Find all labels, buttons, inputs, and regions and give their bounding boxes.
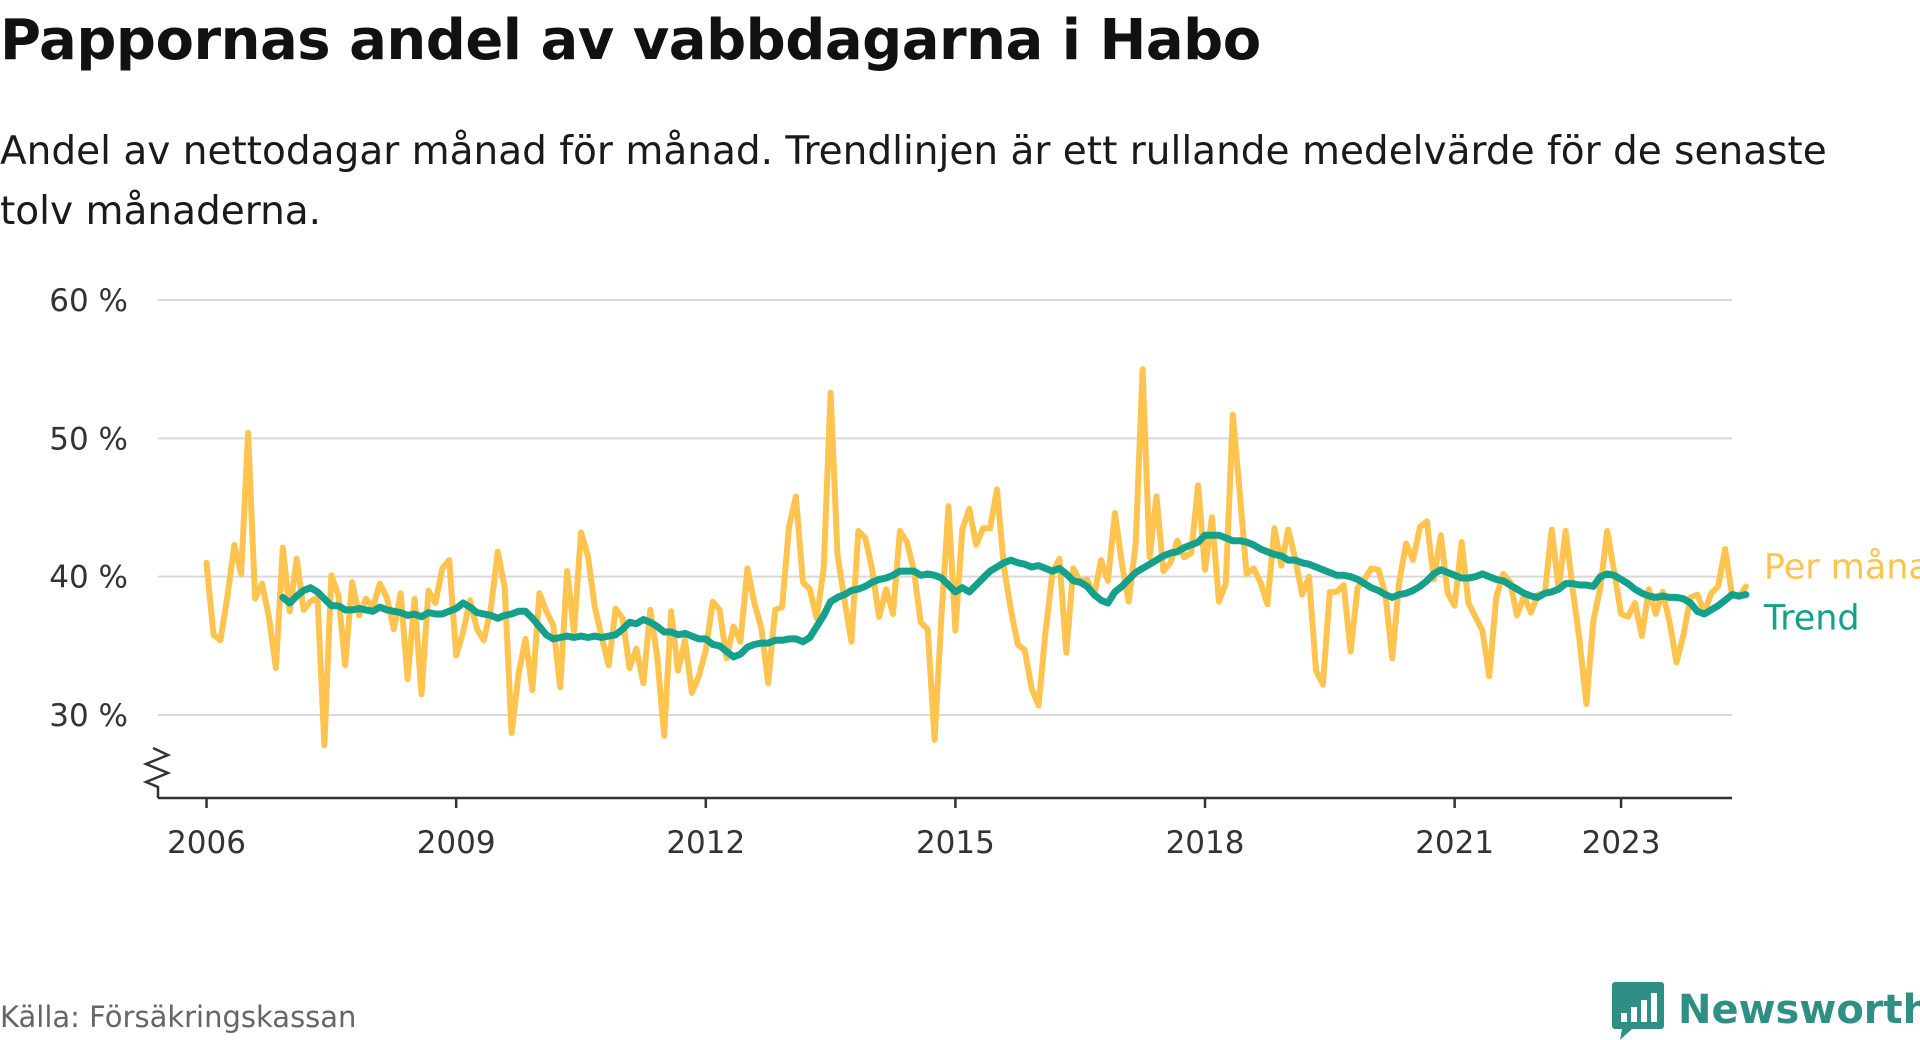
- x-tick-label: 2015: [916, 825, 995, 861]
- brand-logo: Newsworthy: [1612, 980, 1920, 1040]
- brand-name: Newsworthy: [1678, 987, 1920, 1033]
- y-axis: 30 % 40 % 50 % 60 %: [49, 283, 172, 798]
- axis-break-icon: [142, 746, 172, 798]
- x-tick-label: 2023: [1582, 825, 1661, 861]
- x-tick-label: 2012: [666, 825, 745, 861]
- legend: Per månad Trend: [1763, 546, 1920, 638]
- chart-title: Pappornas andel av vabbdagarna i Habo: [0, 8, 1261, 73]
- y-tick-label: 40 %: [49, 560, 128, 596]
- x-axis: 2006 2009 2012 2015 2018 2021 2023: [158, 796, 1732, 861]
- chart-subtitle: Andel av nettodagar månad för månad. Tre…: [0, 129, 1827, 234]
- y-tick-label: 60 %: [49, 283, 128, 319]
- plot-lines: [203, 366, 1750, 749]
- source-note: Källa: Försäkringskassan: [0, 1000, 357, 1034]
- newsworthy-logo-icon: [1612, 982, 1664, 1040]
- x-tick-label: 2006: [167, 825, 246, 861]
- y-tick-label: 50 %: [49, 421, 128, 457]
- grid-lines: [158, 299, 1732, 716]
- legend-label: Per månad: [1764, 546, 1920, 587]
- series-line-per-manad: [203, 366, 1749, 749]
- x-tick-label: 2021: [1415, 825, 1494, 861]
- series-line-trend: [279, 531, 1750, 661]
- x-tick-label: 2018: [1166, 825, 1245, 861]
- x-tick-label: 2009: [417, 825, 496, 861]
- y-tick-label: 30 %: [49, 698, 128, 734]
- legend-label: Trend: [1763, 599, 1860, 639]
